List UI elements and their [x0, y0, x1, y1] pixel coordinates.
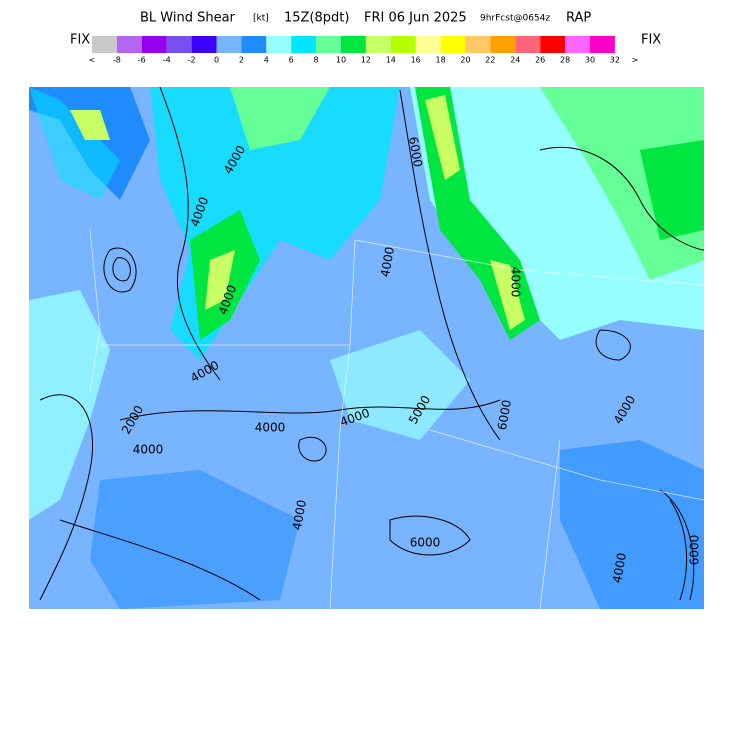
color-swatch [316, 36, 341, 53]
colorbar-label: 6 [289, 56, 294, 65]
colorbar-label: -8 [113, 56, 121, 65]
contour [539, 146, 704, 251]
color-swatch [590, 36, 615, 53]
shade [90, 470, 300, 609]
color-swatch [92, 36, 117, 53]
color-swatch [515, 36, 541, 53]
contour-label: 4000 [133, 443, 164, 457]
color-swatch [465, 36, 491, 53]
shade [29, 290, 110, 520]
colorbar-label: -4 [163, 56, 171, 65]
forecast: 9hrFcst@0654z [480, 14, 550, 24]
date: FRI 06 Jun 2025 [364, 11, 467, 26]
contour [298, 436, 327, 462]
color-swatch [365, 36, 391, 53]
contour [103, 247, 137, 293]
units: [kt] [253, 14, 269, 24]
colorbar-label: 4 [264, 56, 269, 65]
contour-label: 4000 [290, 499, 309, 532]
contour [39, 394, 94, 601]
contour [389, 515, 471, 556]
color-swatch [141, 36, 167, 53]
color-swatch [191, 36, 217, 53]
color-swatch [166, 36, 192, 53]
contour [59, 519, 261, 601]
colorbar-label: 2 [239, 56, 244, 65]
shade [640, 140, 704, 240]
contour-label: 6000 [410, 536, 441, 550]
shade [490, 260, 525, 330]
colorbar-label: < [89, 56, 96, 65]
contour-label: 4000 [378, 246, 397, 279]
shade [70, 110, 110, 140]
colorbar-label: 8 [314, 56, 319, 65]
color-swatch [390, 36, 416, 53]
color-swatch [341, 36, 366, 53]
color-swatch [415, 36, 441, 53]
colorbar-label: 16 [411, 56, 421, 65]
contour-label: 4000 [610, 552, 629, 585]
colorbar-label: 24 [510, 56, 520, 65]
contour [119, 399, 501, 421]
fix-right: FIX [641, 33, 661, 48]
colorbar-label: -6 [138, 56, 146, 65]
contour-label: 4000 [255, 421, 286, 435]
contour [399, 89, 501, 441]
colorbar-label: 30 [585, 56, 595, 65]
shade [29, 87, 120, 200]
colorbar-label: 14 [386, 56, 396, 65]
model: RAP [566, 11, 591, 26]
valid-time: 15Z(8pdt) [284, 11, 349, 26]
shade [560, 440, 704, 609]
title: BL Wind Shear [140, 11, 236, 26]
contour-label: 6000 [495, 399, 514, 432]
colorbar-label: 10 [336, 56, 346, 65]
fix-left: FIX [70, 33, 90, 48]
color-swatch [540, 36, 566, 53]
color-swatch [266, 36, 292, 53]
shade [425, 95, 460, 180]
color-swatch [216, 36, 242, 53]
contour [159, 87, 221, 381]
colorbar-label: 12 [361, 56, 371, 65]
color-swatch [565, 36, 590, 53]
colorbar-label: 0 [214, 56, 219, 65]
colorbar-label: -2 [188, 56, 196, 65]
border [89, 229, 704, 609]
colorbar-label: 20 [460, 56, 470, 65]
color-swatch [291, 36, 317, 53]
borders [89, 229, 704, 609]
shade [230, 87, 330, 150]
colorbar-label: > [632, 56, 639, 65]
contours [39, 87, 704, 601]
colorbar-label: 26 [535, 56, 545, 65]
colorbar-label: 18 [436, 56, 446, 65]
color-swatch [490, 36, 516, 53]
color-swatch [241, 36, 267, 53]
contour [112, 257, 131, 282]
colorbar: < -8 -6 -4 -2 0 2 4 6 8 10 12 14 16 18 20 22 24 26 28 30 32 > [89, 36, 639, 65]
contour-label: 6000 [406, 136, 425, 169]
color-swatch [116, 36, 142, 53]
contour [595, 329, 631, 361]
shade [330, 330, 470, 440]
contour-label: 6000 [688, 535, 702, 566]
contour-label: 4000 [509, 267, 523, 298]
shade [205, 250, 235, 310]
colorbar-label: 22 [485, 56, 495, 65]
color-swatch [440, 36, 466, 53]
contour [659, 489, 695, 601]
colorbar-label: 28 [560, 56, 570, 65]
colorbar-label: 32 [610, 56, 620, 65]
